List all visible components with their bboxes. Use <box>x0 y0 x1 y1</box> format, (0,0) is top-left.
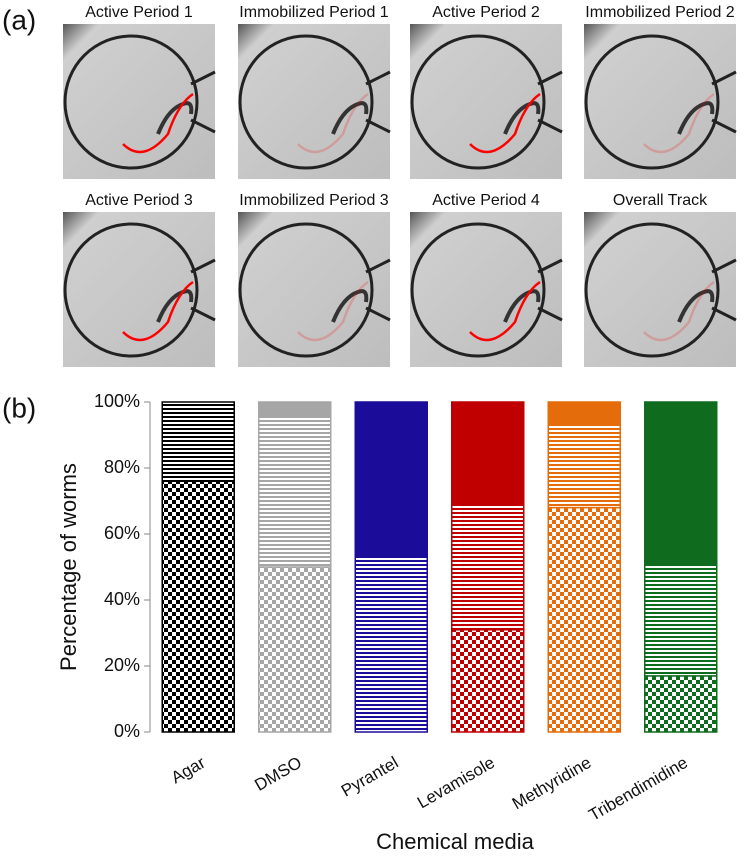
image-caption: Active Period 1 <box>85 4 193 21</box>
bar-segment <box>258 414 332 568</box>
bar-segment <box>451 401 525 506</box>
bar-segment <box>644 562 718 677</box>
x-tick-label: Agar <box>168 753 209 788</box>
image-caption: Active Period 2 <box>432 4 540 21</box>
worm-image <box>584 212 737 367</box>
worm-image <box>63 212 216 367</box>
bar-segment <box>258 401 332 416</box>
worm-image <box>238 212 391 367</box>
image-caption: Immobilized Period 1 <box>239 4 389 21</box>
bar-segment <box>161 401 235 482</box>
bar-segment <box>547 506 621 733</box>
worm-image <box>584 24 737 179</box>
y-tick-label: 80% <box>104 457 140 477</box>
bar-segment <box>451 628 525 733</box>
bar-segment <box>547 401 621 426</box>
bar-segment <box>258 566 332 733</box>
y-tick-label: 20% <box>104 655 140 675</box>
worm-image <box>238 24 391 179</box>
x-tick-label: Tribendimidine <box>585 753 691 825</box>
x-tick-label: Levamisole <box>414 753 498 812</box>
y-tick-label: 60% <box>104 523 140 543</box>
bar-segment <box>161 480 235 733</box>
x-tick-label: Methyridine <box>509 753 595 813</box>
worm-image <box>63 24 216 179</box>
image-caption: Immobilized Period 2 <box>585 4 735 21</box>
y-tick-label: 0% <box>114 721 140 741</box>
y-axis-label: Percentage of worms <box>56 463 81 671</box>
panel-label: (a) <box>2 4 36 35</box>
bar-segment <box>354 556 428 733</box>
x-tick-label: Pyrantel <box>338 753 402 801</box>
bar-segment <box>451 503 525 631</box>
y-tick-label: 40% <box>104 589 140 609</box>
image-caption: Active Period 4 <box>432 192 540 209</box>
worm-image <box>410 212 563 367</box>
bar-segment <box>547 424 621 509</box>
worm-image <box>410 24 563 179</box>
x-axis-label: Chemical media <box>376 829 534 854</box>
y-tick-label: 100% <box>94 391 140 411</box>
image-caption: Active Period 3 <box>85 192 193 209</box>
bar-segment <box>644 401 718 565</box>
x-tick-label: DMSO <box>251 753 305 795</box>
panel-label: (b) <box>2 392 36 423</box>
bar-segment <box>354 401 428 558</box>
bar-segment <box>644 675 718 733</box>
image-caption: Immobilized Period 3 <box>239 192 389 209</box>
image-caption: Overall Track <box>613 192 708 209</box>
